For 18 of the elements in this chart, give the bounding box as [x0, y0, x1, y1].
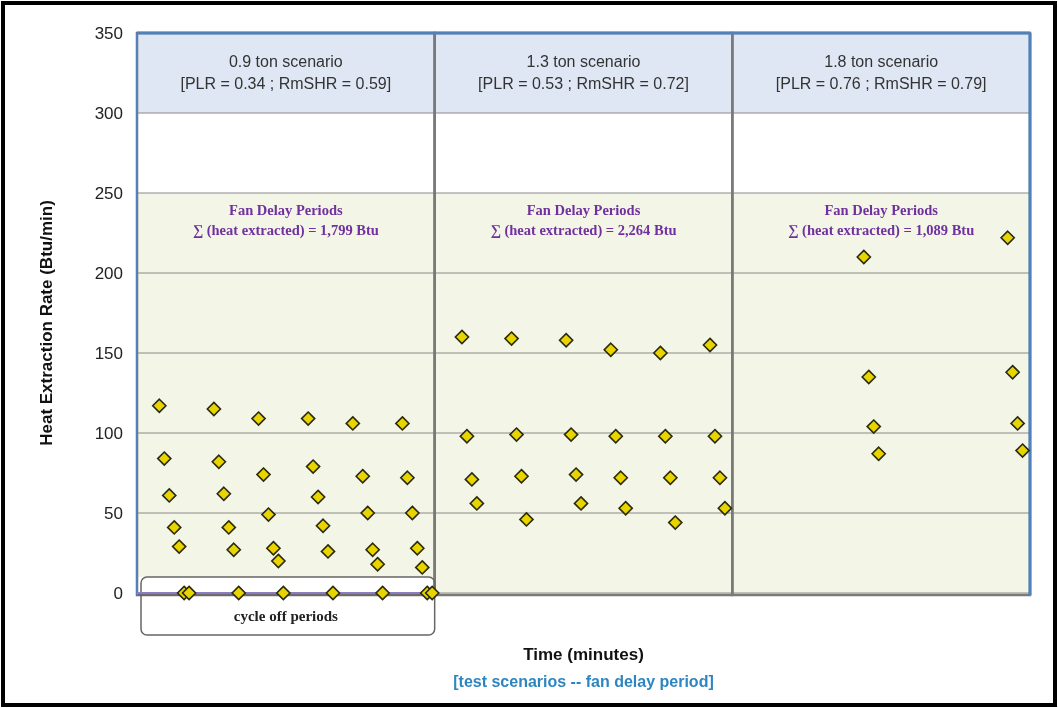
x-axis-title: Time (minutes) [523, 645, 644, 664]
annotation: Fan Delay Periods ∑ (heat extracted) = 1,799 Btu [192, 202, 379, 239]
y-tick-label: 150 [94, 343, 123, 363]
text: cycle off periods [233, 608, 339, 624]
text: [test scenarios -- fan delay period] [453, 673, 714, 690]
y-tick-label: 100 [94, 423, 123, 443]
y-tick-label: 300 [94, 103, 123, 123]
annotation: Fan Delay Periods ∑ (heat extracted) = 1,089 Btu [788, 202, 975, 239]
y-tick-label: 350 [94, 23, 123, 43]
annotation: Fan Delay Periods ∑ (heat extracted) = 2,264 Btu [490, 202, 677, 239]
y-tick-label: 0 [113, 583, 123, 603]
y-axis-title: Heat Extraction Rate (Btu/min) [37, 200, 56, 446]
annotation: 1.3 ton scenario [PLR = 0.53 ; RmSHR = 0.72] [478, 53, 689, 92]
annotation: 0.9 ton scenario [PLR = 0.34 ; RmSHR = 0.59] [180, 53, 392, 92]
annotation: 1.8 ton scenario [PLR = 0.76 ; RmSHR = 0.79] [775, 53, 987, 92]
y-tick-label: 200 [94, 263, 123, 283]
y-tick-label: 50 [104, 503, 123, 523]
y-tick-label: 250 [94, 183, 123, 203]
